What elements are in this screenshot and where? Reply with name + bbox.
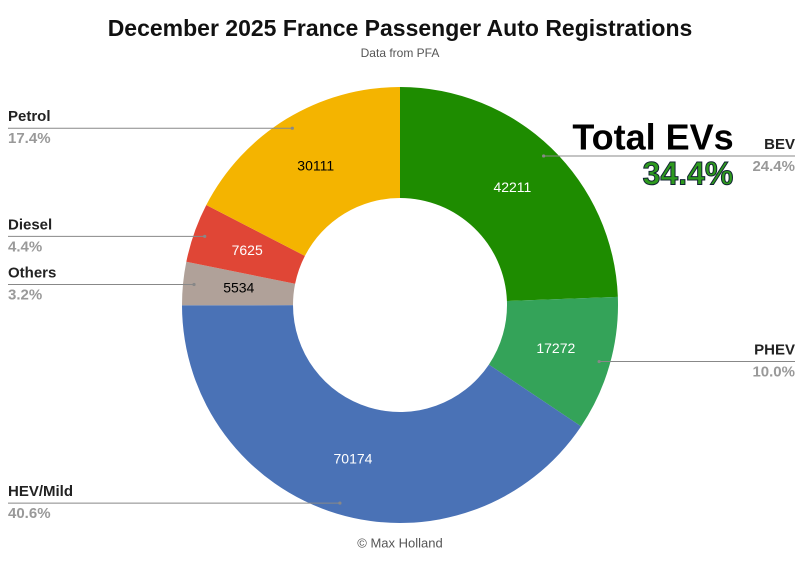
percent-label: 40.6% [8,505,51,522]
value-label: 70174 [334,451,373,467]
leader-dot [338,501,342,505]
footer: © Max Holland [357,535,442,550]
percent-label: 4.4% [8,238,42,255]
category-label: Others [8,264,56,281]
category-label: BEV [764,136,795,153]
annotation-title: Total EVs [572,117,733,158]
value-label: 5534 [223,280,254,296]
category-label: Diesel [8,216,52,233]
slice [182,261,296,306]
labels: 42211 BEV 24.4% 17272 PHEV 10.0% 70174 HEV/Mild… [8,108,795,522]
value-label: 17272 [536,340,575,356]
annotation-value: 34.4% [643,155,734,191]
chart-title: December 2025 France Passenger Auto Regi… [108,15,693,41]
category-label: Petrol [8,108,51,125]
percent-label: 3.2% [8,286,42,303]
value-label: 42211 [493,179,531,195]
slice [186,204,305,284]
leader-dot [192,282,196,287]
value-label: 7625 [232,242,263,258]
chart-subtitle: Data from PFA [361,46,440,60]
slice [182,305,582,523]
slice [488,296,618,427]
slice [206,87,400,256]
percent-label: 24.4% [752,158,795,175]
category-label: PHEV [754,342,795,359]
leader-dot [597,359,601,364]
value-label: 30111 [297,157,334,173]
slice [400,87,618,302]
percent-label: 17.4% [8,130,51,147]
category-label: HEV/Mild [8,483,73,500]
leader-dot [290,126,294,130]
percent-label: 10.0% [752,364,795,381]
leader-dot [203,234,207,238]
leader-dot [542,154,546,158]
slices [182,87,618,523]
